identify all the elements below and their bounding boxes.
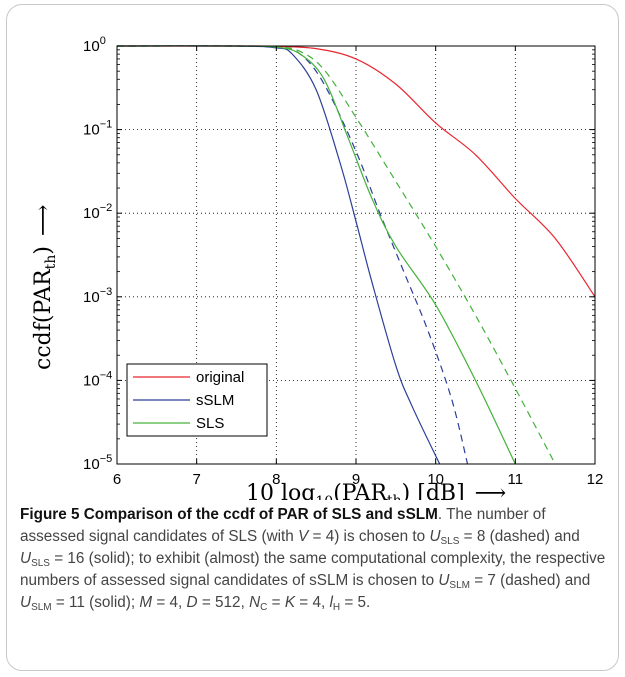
figure-caption: Figure 5 Comparison of the ccdf of PAR o…	[20, 506, 606, 613]
x-tick-label: 11	[508, 471, 524, 488]
axis-ticks: 6 7 8 9 10 11 12 100 10−1 10−2 10−3 10−4 10−5	[83, 35, 603, 488]
legend-label-original: original	[196, 369, 244, 386]
caption-figure-label: Figure 5 Comparison of the ccdf of PAR o…	[20, 506, 438, 523]
x-tick-label: 12	[587, 471, 604, 488]
x-axis-label: 10 log10(PARth) [dB]⟶	[246, 481, 506, 500]
legend-label-sslm: sSLM	[196, 392, 234, 409]
y-axis-label: ccdf(PARth)⟶	[31, 205, 59, 370]
y-tick-label: 10−5	[83, 453, 112, 473]
legend: original sSLM SLS	[126, 363, 268, 437]
x-tick-label: 9	[352, 471, 360, 488]
ccdf-chart: 6 7 8 9 10 11 12 100 10−1 10−2 10−3 10−4 10−5 origin…	[31, 35, 603, 500]
y-tick-label: 10−1	[83, 119, 112, 139]
x-tick-label: 7	[192, 471, 200, 488]
legend-label-sls: SLS	[196, 415, 224, 432]
x-tick-label: 6	[113, 471, 121, 488]
x-tick-label: 10	[427, 471, 444, 488]
y-tick-label: 10−2	[83, 202, 112, 222]
y-tick-label: 10−4	[83, 369, 112, 389]
y-tick-label: 100	[83, 35, 106, 55]
x-tick-label: 8	[272, 471, 280, 488]
y-tick-label: 10−3	[83, 286, 112, 306]
